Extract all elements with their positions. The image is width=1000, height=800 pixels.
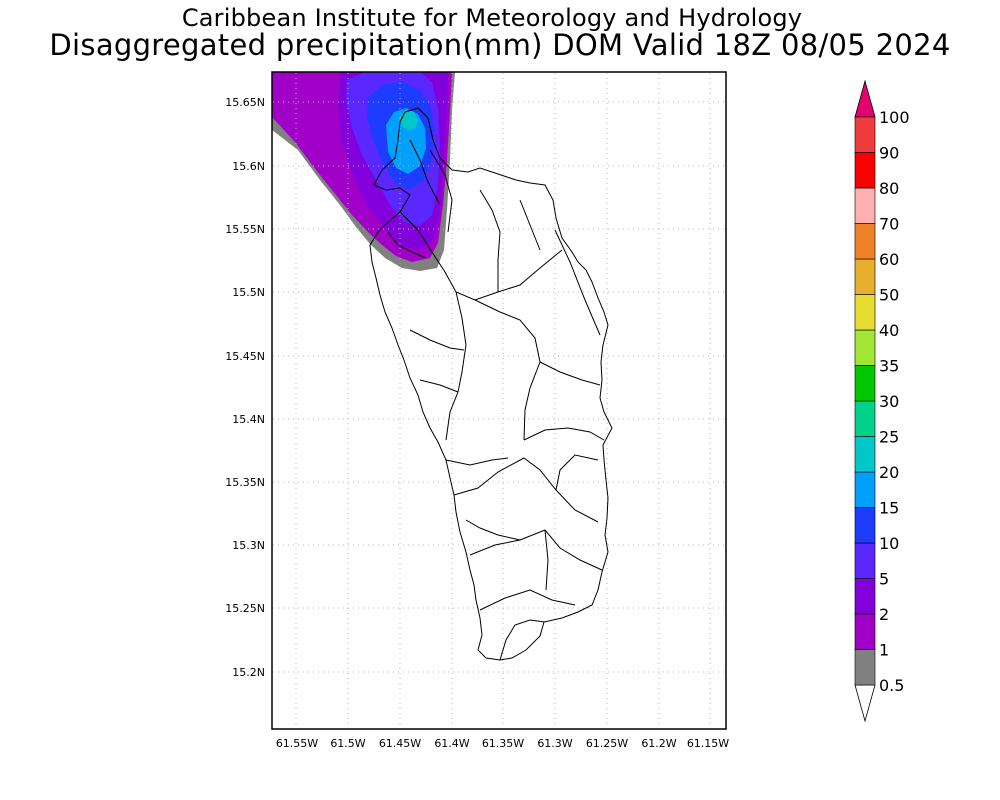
colorbar-top-arrow (854, 79, 876, 118)
lat-label: 15.25N (225, 602, 265, 615)
lon-label: 61.4W (434, 737, 469, 750)
lat-label: 15.35N (225, 476, 265, 489)
parish-boundary (445, 291, 467, 441)
parish-boundary (479, 589, 576, 611)
lat-label: 15.4N (232, 413, 265, 426)
parish-boundary (555, 454, 599, 491)
colorbar-swatch (854, 436, 876, 473)
colorbar-swatch (854, 649, 876, 686)
colorbar-label: 2 (879, 605, 889, 624)
parish-boundary (409, 329, 465, 351)
parish-boundary (554, 229, 601, 336)
colorbar-label: 90 (879, 144, 899, 163)
colorbar-label: 60 (879, 250, 899, 269)
parish-boundary (539, 361, 601, 386)
parish-boundary (469, 529, 603, 571)
colorbar-label: 20 (879, 463, 899, 482)
colorbar-swatch (854, 507, 876, 544)
colorbar-swatch (854, 187, 876, 224)
colorbar-swatch (854, 223, 876, 260)
parish-boundary (399, 211, 563, 301)
colorbar-label: 30 (879, 392, 899, 411)
lat-label: 15.2N (232, 666, 265, 679)
parish-boundary (419, 379, 459, 393)
parish-boundary (499, 619, 546, 661)
parish-boundary (465, 519, 521, 541)
parish-boundary (479, 189, 501, 292)
lon-label: 61.3W (537, 737, 572, 750)
colorbar-label: 1 (879, 641, 889, 660)
lon-label: 61.55W (276, 737, 318, 750)
lat-label: 15.65N (225, 96, 265, 109)
parish-boundary (445, 457, 509, 466)
lon-label: 61.35W (482, 737, 524, 750)
colorbar-swatch (854, 258, 876, 295)
colorbar-swatch (854, 613, 876, 650)
colorbar-swatch (854, 578, 876, 615)
lon-label: 61.25W (586, 737, 628, 750)
colorbar-bottom-arrow (854, 684, 876, 723)
colorbar-label: 80 (879, 179, 899, 198)
colorbar-label: 10 (879, 534, 899, 553)
colorbar-swatch (854, 116, 876, 153)
lon-label: 61.2W (641, 737, 676, 750)
parish-boundary (474, 299, 541, 441)
parish-boundary (429, 149, 453, 233)
dominica-island (369, 107, 613, 661)
parish-boundary (453, 457, 599, 523)
colorbar-swatch (854, 471, 876, 508)
colorbar-swatch (854, 365, 876, 402)
precipitation-field (272, 72, 455, 271)
colorbar-label: 5 (879, 570, 889, 589)
lat-label: 15.55N (225, 223, 265, 236)
lat-label: 15.5N (232, 286, 265, 299)
parish-boundary (519, 199, 541, 251)
longitude-axis: 61.55W 61.5W 61.45W 61.4W 61.35W 61.3W 6… (276, 737, 729, 750)
colorbar-label: 25 (879, 428, 899, 447)
colorbar-swatch (854, 542, 876, 579)
colorbar-swatch (854, 329, 876, 366)
parish-boundary (409, 139, 441, 206)
lat-label: 15.3N (232, 539, 265, 552)
colorbar-label: 40 (879, 321, 899, 340)
colorbar-label: 50 (879, 286, 899, 305)
colorbar-swatch (854, 152, 876, 189)
plot-frame (271, 71, 727, 730)
colorbar-label: 0.5 (879, 676, 904, 695)
map-subtitle: Disaggregated precipitation(mm) DOM Vali… (49, 28, 951, 62)
lon-label: 61.45W (379, 737, 421, 750)
parish-boundary (544, 529, 549, 591)
lat-label: 15.45N (225, 350, 265, 363)
colorbar-label: 15 (879, 499, 899, 518)
lon-label: 61.5W (330, 737, 365, 750)
colorbar-label: 100 (879, 108, 910, 127)
precip-band-20 (400, 110, 418, 130)
island-coastline (369, 107, 613, 661)
colorbar-label: 35 (879, 357, 899, 376)
lat-label: 15.6N (232, 160, 265, 173)
colorbar-swatch (854, 294, 876, 331)
colorbar-label: 70 (879, 215, 899, 234)
latitude-axis: 15.65N 15.6N 15.55N 15.5N 15.45N 15.4N 1… (225, 96, 265, 679)
colorbar-swatch (854, 400, 876, 437)
lon-label: 61.15W (687, 737, 729, 750)
map-title: Caribbean Institute for Meteorology and … (181, 4, 803, 32)
parish-boundary (523, 427, 605, 441)
parish-boundary (387, 231, 427, 259)
